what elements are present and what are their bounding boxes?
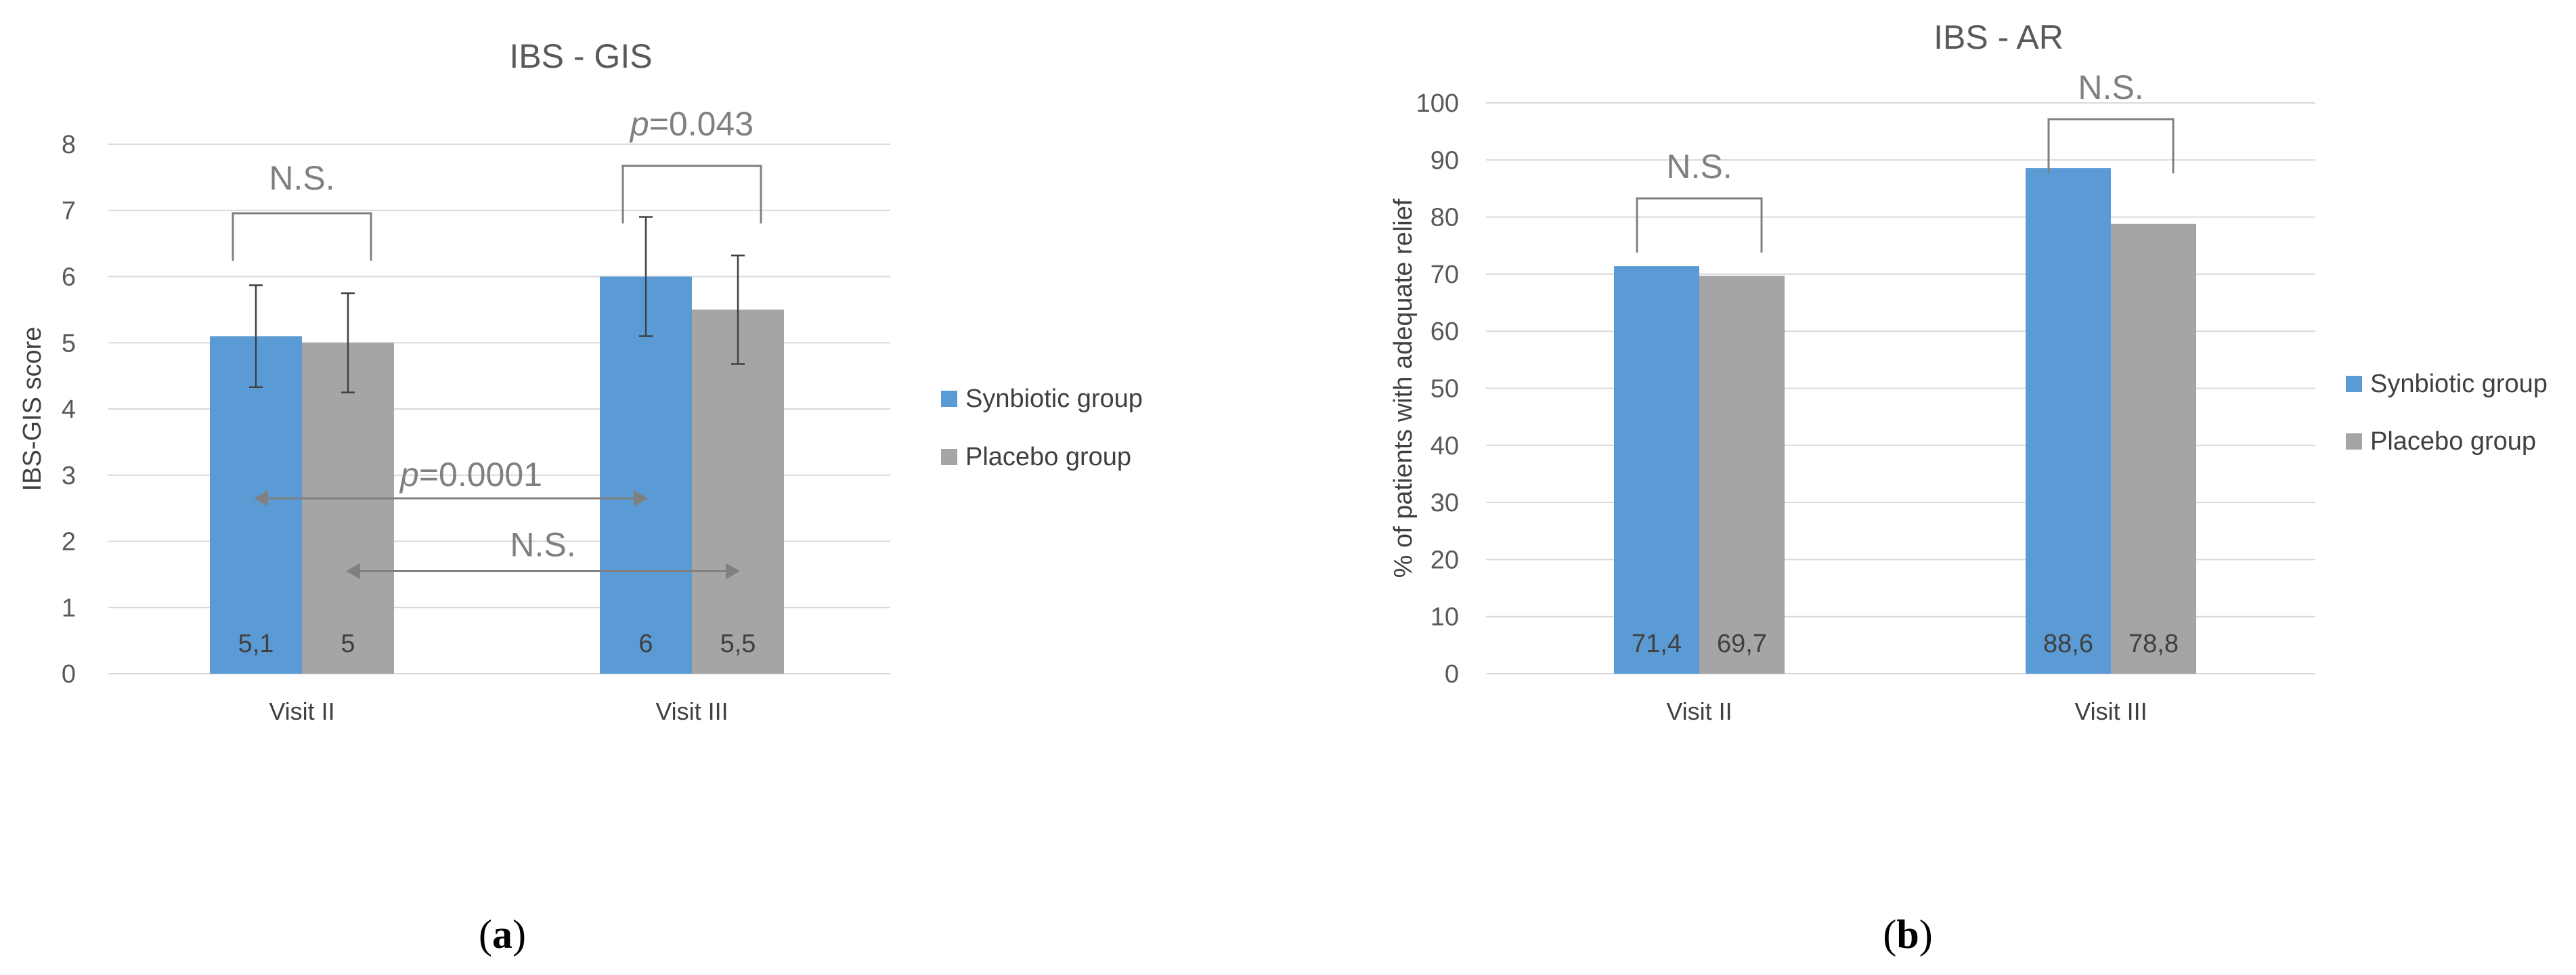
legend-swatch — [941, 391, 957, 407]
data-label: 71,4 — [1632, 630, 1682, 658]
panel-label: (a) — [479, 912, 526, 957]
y-tick-label: 60 — [1431, 318, 1459, 346]
chart-ibs-gis: IBS - GIS 0 1 2 3 4 5 6 7 8 IBS-GIS score 5,1 5 Visit… — [18, 37, 1143, 957]
y-tick-label: 70 — [1431, 261, 1459, 289]
data-label: 5 — [341, 630, 355, 658]
legend-swatch — [2346, 433, 2362, 450]
significance-bracket — [621, 165, 762, 223]
y-tick-label: 100 — [1416, 89, 1459, 118]
bar-synbiotic — [1614, 266, 1699, 674]
chart-title: IBS - GIS — [509, 37, 652, 75]
y-tick-label: 30 — [1431, 489, 1459, 517]
significance-label: N.S. — [1666, 148, 1732, 186]
y-tick-label: 40 — [1431, 432, 1459, 460]
data-label: 69,7 — [1717, 630, 1767, 658]
x-tick-label: Visit III — [655, 697, 728, 725]
significance-bracket — [232, 212, 372, 261]
y-tick-label: 90 — [1431, 146, 1459, 175]
significance-label: N.S. — [2078, 68, 2143, 106]
y-tick-label: 0 — [1445, 660, 1459, 689]
significance-bracket — [1636, 197, 1763, 253]
chart-ibs-ar: IBS - AR 0 10 20 30 40 50 60 70 80 90 100 % of patie… — [1389, 18, 2548, 957]
y-tick-label: 80 — [1431, 204, 1459, 232]
data-label: 6 — [638, 630, 653, 658]
y-tick-label: 50 — [1431, 375, 1459, 404]
significance-bracket — [2047, 118, 2175, 173]
data-label: 78,8 — [2129, 630, 2179, 658]
panel-label: (b) — [1883, 912, 1932, 957]
y-tick-label: 7 — [62, 197, 76, 225]
comparison-label: p=0.0001 — [399, 456, 542, 494]
y-tick-label: 1 — [62, 594, 76, 622]
legend-swatch — [2346, 376, 2362, 392]
y-tick-label: 2 — [62, 528, 76, 557]
comparison-label: N.S. — [510, 525, 575, 563]
bar-placebo — [302, 343, 394, 674]
legend-label: Synbiotic group — [2370, 370, 2548, 398]
y-tick-label: 8 — [62, 131, 76, 159]
y-tick-label: 20 — [1431, 546, 1459, 574]
y-tick-label: 10 — [1431, 603, 1459, 632]
legend-label: Placebo group — [2370, 427, 2536, 456]
y-tick-label: 5 — [62, 329, 76, 358]
y-axis-label: IBS-GIS score — [18, 327, 47, 492]
y-tick-label: 6 — [62, 263, 76, 292]
data-label: 88,6 — [2043, 630, 2093, 658]
x-tick-label: Visit II — [269, 697, 334, 725]
y-axis-label: % of patients with adequate relief — [1389, 198, 1418, 578]
bar-placebo — [1699, 276, 1785, 674]
data-label: 5,5 — [720, 630, 756, 658]
bar-synbiotic — [600, 276, 692, 674]
legend-label: Synbiotic group — [965, 385, 1143, 413]
y-tick-label: 3 — [62, 462, 76, 490]
legend-swatch — [941, 449, 957, 465]
legend-label: Placebo group — [965, 443, 1131, 471]
bar-placebo — [2111, 223, 2196, 674]
x-tick-label: Visit III — [2074, 697, 2147, 725]
chart-title: IBS - AR — [1934, 18, 2064, 56]
y-tick-label: 4 — [62, 395, 76, 424]
bar-placebo — [692, 309, 784, 674]
significance-label: p=0.043 — [629, 105, 754, 143]
bar-synbiotic — [2026, 168, 2111, 674]
y-tick-label: 0 — [62, 660, 76, 689]
significance-label: N.S. — [269, 159, 334, 197]
x-tick-label: Visit II — [1666, 697, 1732, 725]
data-label: 5,1 — [238, 630, 274, 658]
